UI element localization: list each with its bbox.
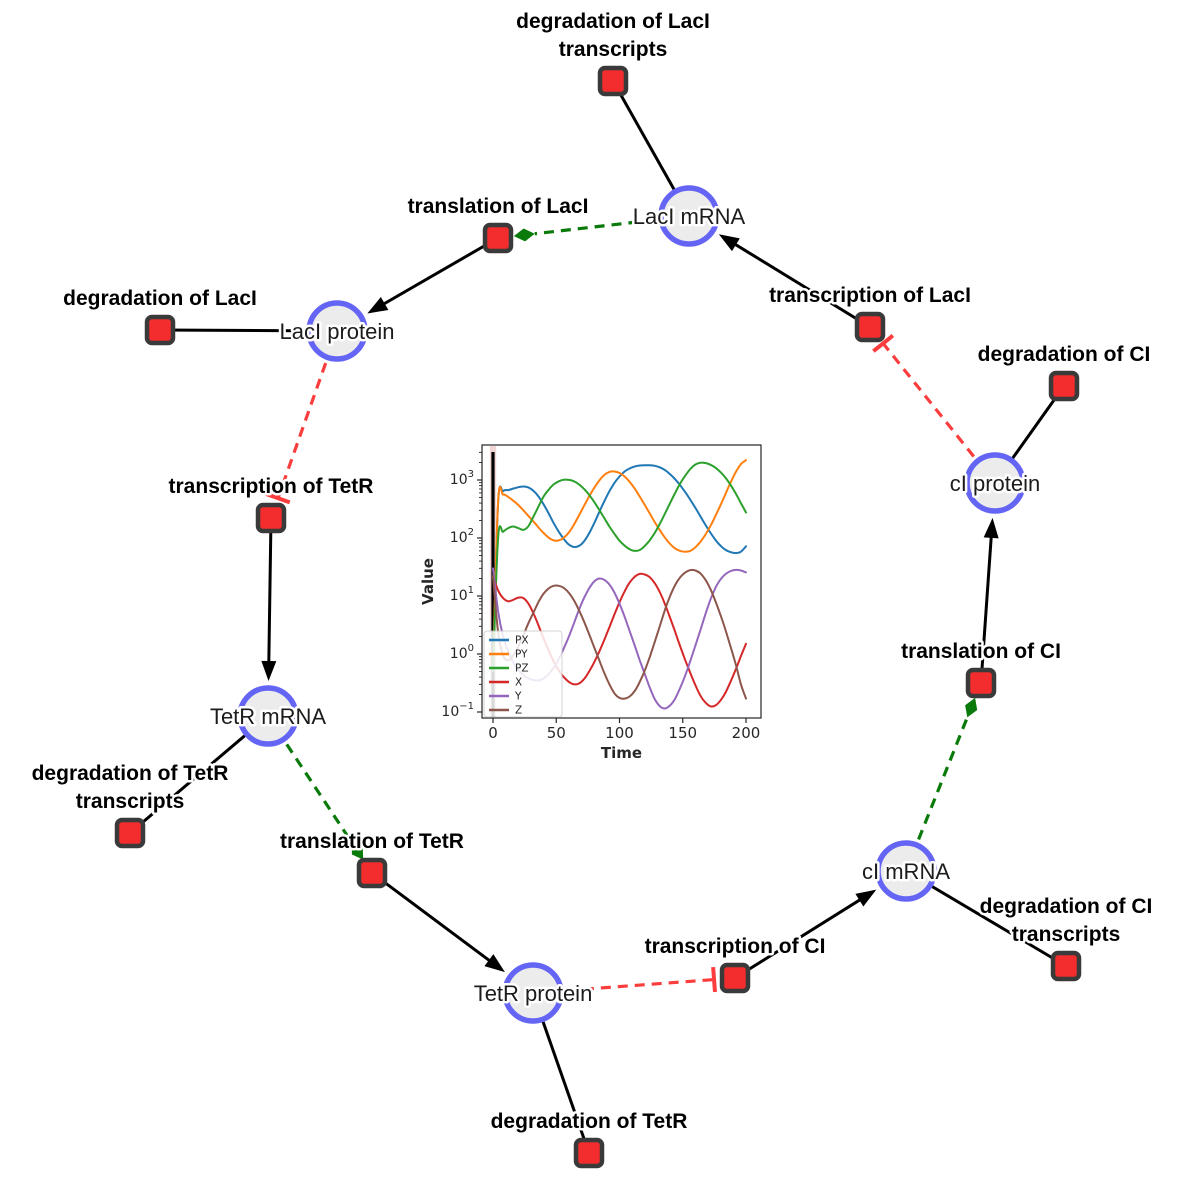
reaction-node-deg_ci_tx xyxy=(1050,950,1082,982)
reaction-label-deg_ci_tx-line1: degradation of CI xyxy=(980,895,1153,918)
reaction-node-tx_ci xyxy=(719,962,751,994)
inhibition-tbar-icon xyxy=(711,966,717,993)
network-labels: degradation of LacI transcripts translatio… xyxy=(29,8,1155,1136)
species-node-ci_protein xyxy=(964,452,1026,514)
edge-product-tx_laci-laci_mrna xyxy=(718,234,871,329)
catalysis-edge-line xyxy=(904,716,969,872)
series-line-PY xyxy=(492,459,747,673)
axes-frame xyxy=(481,444,762,719)
arrowhead-icon xyxy=(718,234,740,252)
x-tick-label: 50 xyxy=(547,724,566,742)
reaction-node-transl_ci xyxy=(965,667,997,699)
edge-product-transl_ci-ci_protein xyxy=(979,517,999,684)
species-label-tetr_mrna: TetR mRNA xyxy=(210,704,326,729)
y-axis-label: Value xyxy=(419,558,437,605)
reaction-label-transl_laci: translation of LacI xyxy=(408,195,589,218)
legend-label-X: X xyxy=(515,677,522,689)
chart-series xyxy=(492,459,747,710)
series-line-PZ xyxy=(492,461,747,673)
species-node-tetr_protein xyxy=(502,962,564,1024)
species-node-laci_mrna xyxy=(658,185,720,247)
reaction-label-deg_tetr_tx-line2: transcripts xyxy=(76,790,185,813)
x-tick-label: 100 xyxy=(605,724,634,742)
reaction-node-tx_tetr xyxy=(255,502,287,534)
chart-background xyxy=(424,431,790,763)
catalysis-arrowhead-icon xyxy=(351,842,364,860)
arrowhead-icon xyxy=(983,517,999,539)
reaction-node-transl_tetr xyxy=(356,857,388,889)
species-node-laci_protein xyxy=(306,300,368,362)
species-label-laci_mrna: LacI mRNA xyxy=(633,204,746,229)
reaction-node-tx_laci xyxy=(854,311,886,343)
x-tick-label: 0 xyxy=(488,724,498,742)
edge-reactant-ci_mrna-deg_ci_tx xyxy=(905,869,1067,968)
arrowhead-icon xyxy=(367,296,389,314)
catalysis-arrowhead-icon xyxy=(513,228,535,242)
reaction-node-deg_ci xyxy=(1048,370,1080,402)
product-edge-line xyxy=(734,896,864,980)
product-edge-line xyxy=(979,533,993,684)
reaction-label-deg_laci_tx-line2: transcripts xyxy=(559,38,668,61)
inhibition-edge-line xyxy=(276,330,339,499)
edge-product-tx_ci-ci_mrna xyxy=(734,889,877,980)
product-edge-line xyxy=(731,241,871,329)
edge-catalysis-ci_mrna-transl_ci xyxy=(904,697,978,872)
reaction-label-deg_tetr_tx-line1: degradation of TetR xyxy=(32,762,229,785)
catalysis-arrowhead-icon xyxy=(965,697,978,718)
x-tick-label: 150 xyxy=(668,724,697,742)
legend-label-PX: PX xyxy=(515,635,529,647)
reaction-node-deg_tetr_tx xyxy=(114,817,146,849)
edge-product-tx_tetr-tetr_mrna xyxy=(261,517,277,682)
edge-product-transl_tetr-tetr_protein xyxy=(371,871,505,973)
reaction-label-deg_laci: degradation of LacI xyxy=(63,287,257,310)
edge-inhibition-ci_protein-tx_laci xyxy=(872,334,997,485)
arrowhead-icon xyxy=(855,889,877,907)
reaction-label-deg_ci_tx-line2: transcripts xyxy=(1012,923,1121,946)
reaction-node-deg_laci_tx xyxy=(597,65,629,97)
reaction-node-transl_laci xyxy=(482,222,514,254)
inhibition-edge-line xyxy=(532,977,715,995)
legend-label-PZ: PZ xyxy=(515,663,529,675)
reaction-label-transl_tetr: translation of TetR xyxy=(280,830,464,853)
inhibition-tbar-icon xyxy=(872,334,895,353)
reaction-node-deg_laci xyxy=(144,314,176,346)
inhibition-edge-line xyxy=(881,342,997,485)
species-label-ci_protein: cI protein xyxy=(950,471,1041,496)
legend-label-Z: Z xyxy=(515,705,522,717)
legend-label-Y: Y xyxy=(514,691,522,703)
product-edge-line xyxy=(371,871,494,964)
series-line-PX xyxy=(492,464,747,673)
legend-label-PY: PY xyxy=(515,649,528,661)
species-node-tetr_mrna xyxy=(237,685,299,747)
species-label-tetr_protein: TetR protein xyxy=(474,981,593,1006)
reactant-edge-line xyxy=(905,869,1067,968)
network-nodes xyxy=(114,65,1082,1169)
inhibition-tbar-icon xyxy=(265,492,291,505)
edge-inhibition-tetr_protein-tx_ci xyxy=(532,966,717,995)
species-node-ci_mrna xyxy=(875,840,937,902)
reaction-label-tx_tetr: transcription of TetR xyxy=(169,475,374,498)
edge-inhibition-laci_protein-tx_tetr xyxy=(265,330,339,505)
species-label-laci_protein: LacI protein xyxy=(280,319,395,344)
reaction-label-transl_ci: translation of CI xyxy=(901,640,1061,663)
arrowhead-icon xyxy=(484,954,505,973)
reaction-label-deg_ci: degradation of CI xyxy=(978,343,1151,366)
inset-chart: 0 50 100 150 20010−1100101102103TimeValuePXP… xyxy=(419,431,790,763)
reaction-label-tx_ci: transcription of CI xyxy=(645,935,826,958)
reaction-label-deg_laci_tx-line1: degradation of LacI xyxy=(516,10,710,33)
legend: PX PY PZ XYZ xyxy=(483,630,563,718)
reaction-node-deg_tetr xyxy=(573,1137,605,1169)
x-axis-label: Time xyxy=(601,744,642,762)
species-label-ci_mrna: cI mRNA xyxy=(862,859,950,884)
x-tick-label: 200 xyxy=(732,724,761,742)
reaction-label-tx_laci: transcription of LacI xyxy=(769,284,971,307)
product-edge-line xyxy=(267,517,273,666)
series-line-Z xyxy=(492,568,747,700)
edge-product-transl_laci-laci_protein xyxy=(367,236,499,314)
product-edge-line xyxy=(380,236,499,307)
reaction-label-deg_tetr: degradation of TetR xyxy=(491,1110,688,1133)
arrowhead-icon xyxy=(261,660,277,682)
